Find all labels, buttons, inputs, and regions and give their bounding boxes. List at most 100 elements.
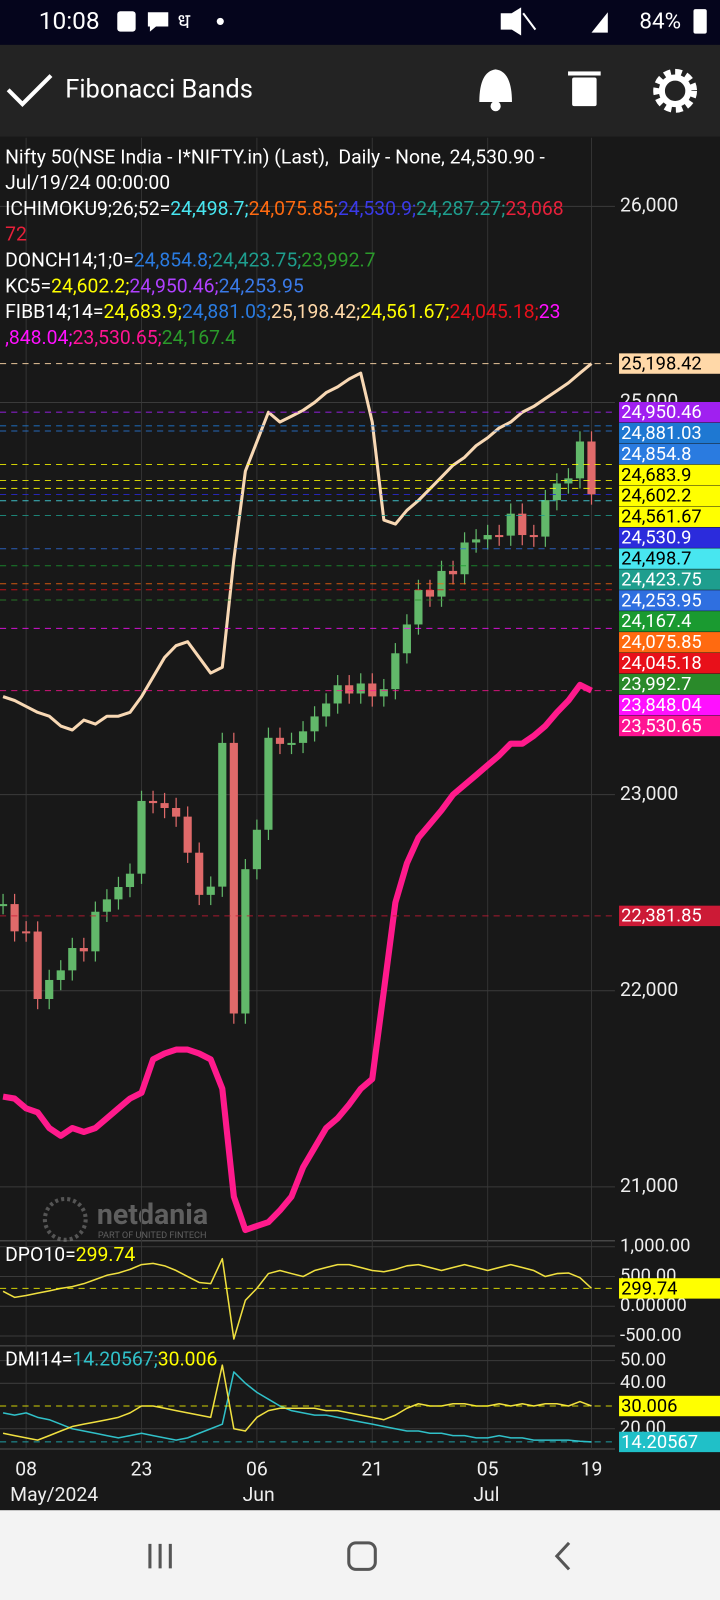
legend-text: DMI14=: [5, 1347, 72, 1370]
price-label-box: [619, 715, 720, 737]
candle-body: [10, 904, 19, 932]
indicator-line: [2, 362, 593, 732]
price-label: 24,498.7: [621, 548, 691, 569]
candle-body: [56, 970, 65, 980]
price-label: 25,198.42: [621, 353, 702, 374]
price-label-box: [619, 632, 720, 653]
candle-body: [506, 513, 515, 536]
price-label-box: [619, 443, 720, 465]
watermark-logo: [42, 1196, 88, 1242]
legend-text: 24,498.7;: [170, 197, 248, 220]
candle-body: [368, 683, 377, 697]
price-label: 24,045.18: [621, 653, 702, 674]
candle-body: [229, 742, 238, 1014]
candle-body: [241, 869, 250, 1014]
candle-body: [460, 542, 469, 575]
x-tick-label: 08: [15, 1458, 37, 1481]
mute-icon: [500, 7, 537, 36]
alert-button[interactable]: [479, 69, 512, 112]
y-tick-label: -500.00: [620, 1325, 681, 1346]
status-bar: [0, 0, 720, 45]
price-label: 24,561.67: [621, 507, 702, 528]
watermark-tagline: PART OF UNITED FINTECH: [98, 1230, 207, 1241]
price-label-box: [619, 905, 720, 927]
indicator-line: [2, 1257, 593, 1340]
candle-body: [425, 589, 435, 597]
candle-body: [298, 731, 308, 743]
price-label: 22,381.85: [621, 906, 702, 927]
candle-body: [91, 911, 100, 952]
candle-body: [518, 513, 527, 536]
legend-text: 24,287.27;: [416, 197, 505, 220]
home-button[interactable]: [347, 1541, 377, 1571]
month-label: Jun: [243, 1483, 275, 1506]
confirm-button[interactable]: [6, 74, 53, 107]
price-label-box: [619, 1431, 720, 1453]
legend-text: 23,530.65;: [73, 326, 162, 349]
price-label-box: [619, 485, 720, 507]
candle-body: [183, 816, 192, 853]
x-tick-label: 21: [361, 1458, 383, 1481]
legend-text: 24,075.85;: [249, 197, 338, 220]
recents-button[interactable]: [148, 1543, 172, 1569]
legend-text: DONCH14;1;0=: [5, 249, 134, 272]
legend-text: 299.74: [76, 1243, 136, 1266]
price-label: 24,530.9: [621, 528, 691, 549]
legend-text: 23,992.7: [301, 249, 375, 272]
y-tick-label: 21,000: [620, 1174, 678, 1197]
legend-text: ,848.04;: [5, 326, 72, 349]
candle-body: [0, 904, 8, 907]
bell-clapper: [490, 101, 501, 112]
x-tick-label: 23: [131, 1458, 153, 1481]
candle-body: [79, 948, 88, 952]
toolbar-title: Fibonacci Bands: [65, 75, 253, 105]
legend-text: 30.006: [158, 1347, 218, 1370]
message-icon: [147, 12, 169, 32]
candle-body: [379, 689, 388, 697]
price-label-box: [619, 353, 720, 374]
delete-button[interactable]: [568, 71, 601, 107]
legend-text: 24,167.4: [162, 326, 236, 349]
price-label-box: [619, 1395, 720, 1417]
legend-text: Nifty 50(NSE India - I*NIFTY.in) (Last),…: [5, 145, 545, 168]
watermark-brand: netdania: [97, 1198, 208, 1231]
y-tick-label: 26,000: [620, 194, 678, 217]
legend-text: 25,198.42;: [271, 300, 360, 323]
y-tick-label: 50.00: [620, 1349, 666, 1370]
candle-body: [114, 887, 123, 900]
legend-text: 24,045.18;: [450, 300, 539, 323]
candle-body: [160, 803, 169, 808]
price-label: 24,950.46: [621, 402, 702, 423]
price-label: 23,530.65: [621, 716, 702, 737]
price-label: 24,253.95: [621, 590, 702, 611]
legend-text: 24,530.9;: [338, 197, 416, 220]
legend-text: 24,950.46;: [129, 274, 218, 297]
x-tick-label: 19: [581, 1458, 603, 1481]
candle-body: [472, 539, 481, 543]
nav-bar: [0, 1510, 720, 1600]
candle-body: [252, 829, 261, 870]
trash-body: [572, 77, 597, 107]
x-tick-label: 06: [246, 1458, 268, 1481]
back-button[interactable]: [554, 1541, 571, 1571]
candle-body: [414, 589, 423, 625]
indicator-line: [2, 681, 593, 1234]
candle-body: [552, 483, 561, 501]
price-label: 24,881.03: [621, 423, 702, 444]
settings-button[interactable]: [653, 68, 698, 113]
candle-body: [448, 570, 458, 575]
candle-body: [172, 807, 181, 817]
price-label: 24,683.9: [621, 465, 691, 486]
candle-body: [102, 899, 111, 912]
candle-body: [264, 737, 273, 830]
price-label: 24,075.85: [621, 632, 702, 653]
dot-icon: [216, 17, 224, 25]
legend-text: 72: [5, 223, 27, 246]
price-label-box: [619, 464, 720, 486]
month-label: May/2024: [10, 1483, 98, 1506]
legend-text: 24,602.2;: [51, 274, 129, 297]
price-label-box: [619, 569, 720, 590]
